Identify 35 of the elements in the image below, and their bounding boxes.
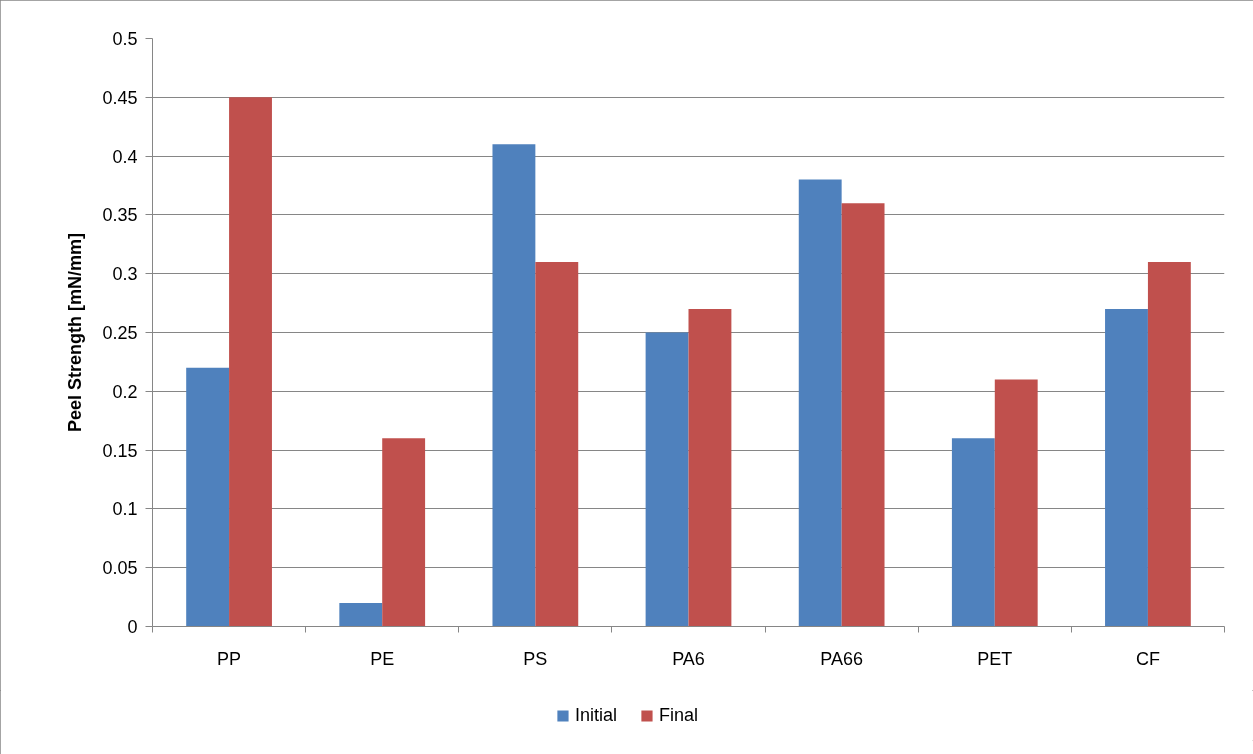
- x-tick-label: PET: [977, 648, 1013, 669]
- x-tick-label: PP: [217, 648, 242, 669]
- bar: [186, 367, 230, 627]
- x-tick-label: PA66: [820, 648, 863, 669]
- y-tick-label: 0.2: [112, 381, 138, 402]
- x-tick-label: PE: [370, 648, 395, 669]
- y-tick-label: 0.45: [102, 87, 138, 108]
- bar: [688, 308, 732, 627]
- x-tick-label: PS: [523, 648, 548, 669]
- y-tick-label: 0.5: [112, 29, 138, 49]
- y-tick-label: 0: [127, 617, 138, 637]
- bar: [841, 203, 885, 627]
- y-tick-label: 0.3: [112, 264, 138, 285]
- y-tick-label: 0.4: [112, 146, 138, 167]
- legend-label: Initial: [574, 704, 618, 726]
- y-axis-title: Peel Strength [mN/mm]: [65, 232, 86, 433]
- x-tick-label: PA6: [672, 648, 705, 669]
- x-tick-label: CF: [1135, 648, 1160, 669]
- y-tick-label: 0.35: [102, 205, 138, 226]
- bar: [229, 97, 272, 627]
- y-tick-label: 0.05: [102, 558, 138, 579]
- bar: [492, 144, 536, 627]
- bar: [951, 438, 995, 627]
- bar: [645, 332, 689, 627]
- bar: [1147, 261, 1191, 627]
- y-tick-label: 0.1: [112, 499, 138, 520]
- bar: [798, 179, 842, 627]
- legend-label: Final: [659, 704, 699, 726]
- bar: [535, 261, 579, 627]
- bar: [382, 438, 426, 627]
- bar: [339, 602, 383, 627]
- bar: [1105, 308, 1148, 627]
- y-tick-label: 0.15: [102, 440, 138, 461]
- y-tick-label: 0.25: [102, 323, 138, 343]
- bar: [994, 379, 1038, 627]
